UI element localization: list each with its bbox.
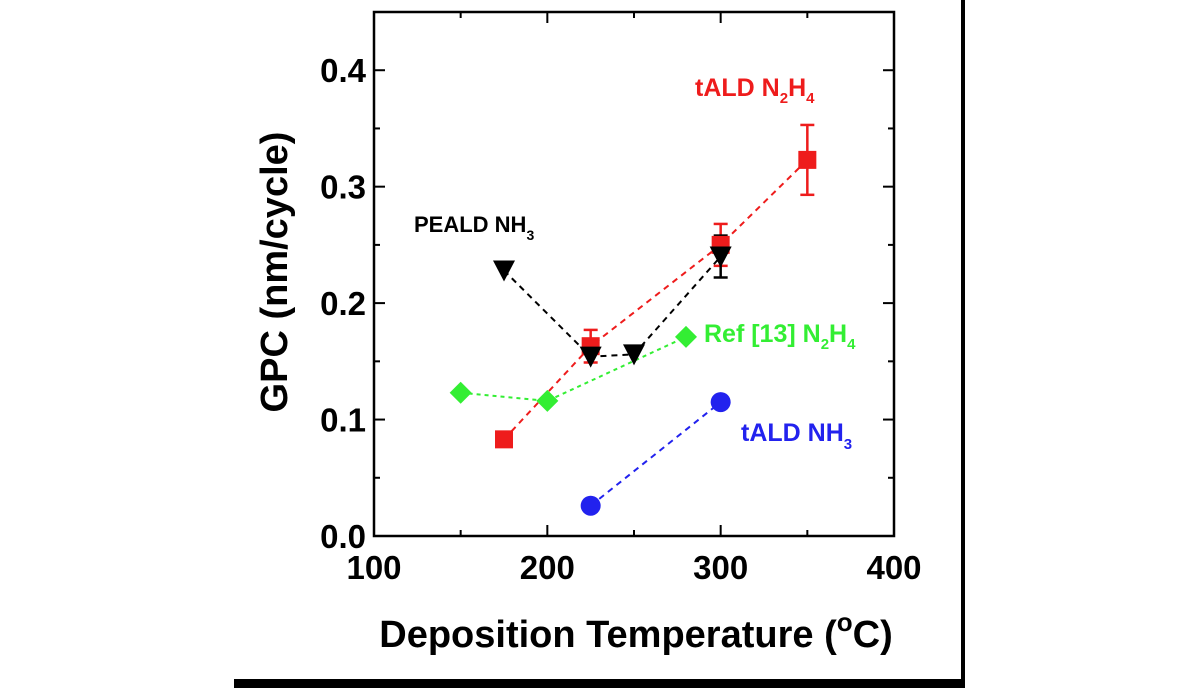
x-tick-label: 300 [693,549,748,586]
series-line [503,255,722,358]
y-axis-title: GPC (nm/cycle) [254,132,296,413]
label-ref13-n2h4: Ref [13] N2H4 [704,320,856,353]
circle-marker [580,495,601,516]
x-tick-label: 400 [866,549,921,586]
series-line [590,401,722,507]
diamond-marker [675,325,697,348]
triangle-down-marker [623,344,645,366]
x-tick-label: 200 [520,549,575,586]
diamond-marker [449,381,472,404]
figure-border-right [961,0,965,688]
diamond-marker [536,389,559,412]
label-tald-n2h4: tALD N2H4 [695,74,815,107]
y-tick-label: 0.2 [320,285,366,322]
series-lines [460,159,809,507]
axis-ticks [373,12,895,537]
y-tick-label: 0.1 [320,402,366,439]
figure-border-bottom [234,679,965,688]
data-markers [449,150,817,516]
x-tick-label: 100 [346,549,401,586]
series-line [503,159,809,441]
triangle-down-marker [709,246,732,268]
y-tick-label: 0.3 [320,169,366,206]
y-tick-label: 0.4 [320,52,367,89]
triangle-down-marker [493,260,515,282]
circle-marker [710,392,731,413]
square-marker [495,430,513,449]
x-axis-title: Deposition Temperature (oC) [379,607,892,656]
label-peald-nh3: PEALD NH3 [414,212,534,243]
plot-frame [372,10,896,538]
label-tald-nh3: tALD NH3 [741,419,852,453]
square-marker [798,150,817,169]
axis-tick-labels: 100 200 300 400 0.0 0.1 0.2 0.3 0.4 [320,52,921,586]
triangle-down-marker [579,346,602,368]
series-line [460,335,687,402]
y-tick-label: 0.0 [320,518,366,555]
